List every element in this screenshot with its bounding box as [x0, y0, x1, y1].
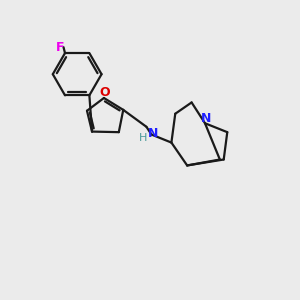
Text: N: N [148, 127, 158, 140]
Text: H: H [138, 133, 147, 143]
Text: F: F [56, 41, 64, 54]
Text: N: N [201, 112, 212, 125]
Text: O: O [99, 85, 110, 98]
